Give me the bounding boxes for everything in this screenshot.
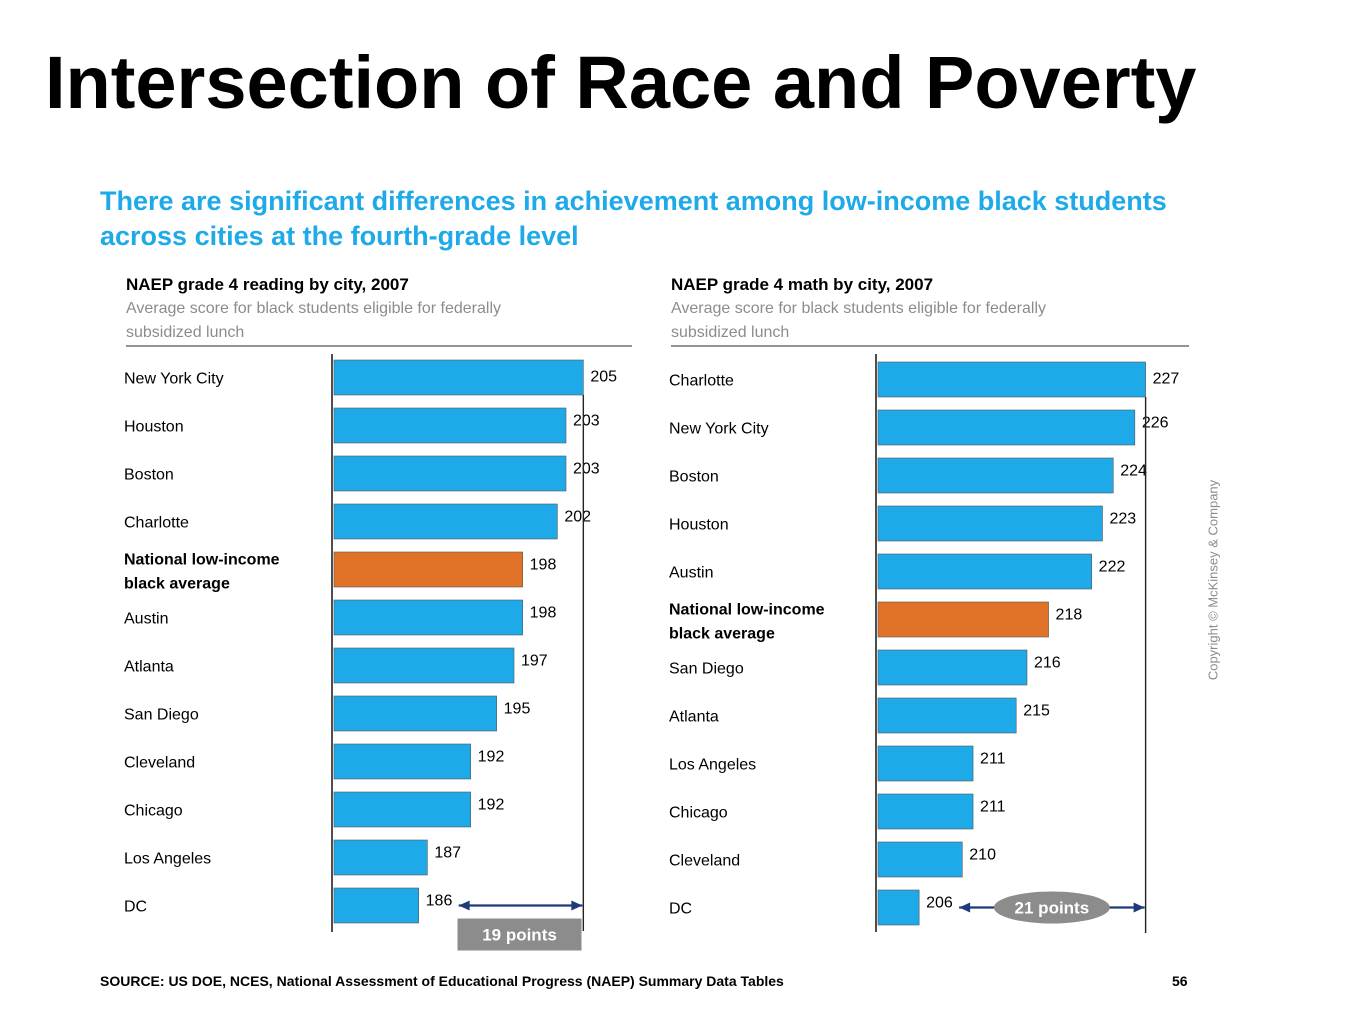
bar [877,697,1017,734]
value-label: 218 [1056,607,1083,624]
value-label: 198 [530,557,557,574]
chart-headline: There are significant differences in ach… [100,186,1167,251]
value-label: 198 [530,605,557,622]
value-label: 211 [980,751,1006,768]
gap-label-box [457,918,582,951]
category-label: National low-income [669,602,825,619]
reading-chart: NAEP grade 4 reading by city, 2007 Averag… [124,275,632,951]
value-label: 227 [1153,371,1180,388]
bar [333,695,497,732]
category-label: Austin [669,565,713,582]
value-label: 222 [1099,559,1126,576]
category-label: National low-income [124,552,280,569]
value-label: 215 [1023,703,1050,720]
value-label: 197 [521,653,548,670]
bar [877,553,1092,590]
math-chart: NAEP grade 4 math by city, 2007 Average s… [669,275,1189,933]
bar [877,649,1028,686]
bar [333,599,523,636]
value-label: 223 [1109,511,1136,528]
category-label: San Diego [124,707,199,724]
bar [877,793,974,830]
category-label: Charlotte [124,515,189,532]
bar [333,359,584,396]
slide-title: Intersection of Race and Poverty [45,41,1197,124]
chart-title: NAEP grade 4 reading by city, 2007 [126,275,409,294]
bar [877,457,1114,494]
category-label: Cleveland [124,755,195,772]
bar [333,839,428,876]
chart-subtitle: Average score for black students eligibl… [126,300,501,341]
category-label: Chicago [669,805,728,822]
value-label: 226 [1142,415,1169,432]
category-label: black average [124,576,230,593]
bar [877,505,1103,542]
category-label: Chicago [124,803,183,820]
category-label: Houston [669,517,729,534]
category-label: Cleveland [669,853,740,870]
value-label: 192 [478,749,505,766]
highlight-bar [333,551,523,588]
bar [333,743,471,780]
category-label: New York City [669,421,769,438]
category-label: Austin [124,611,168,628]
bar [877,841,963,878]
bar [877,361,1146,398]
category-label: San Diego [669,661,744,678]
category-label: Atlanta [124,659,174,676]
bar [333,407,567,444]
highlight-bar [877,601,1049,638]
gap-label: 19 points [482,926,557,945]
category-label: Houston [124,419,184,436]
value-label: 210 [969,847,996,864]
category-label: Boston [124,467,174,484]
value-label: 211 [980,799,1006,816]
bar [333,647,515,684]
gap-arrowhead-right [1133,902,1145,913]
value-label: 186 [426,893,453,910]
category-label: DC [669,901,692,918]
gap-arrowhead-right [571,900,583,911]
value-label: 205 [590,369,617,386]
gap-arrowhead-left [959,902,971,913]
copyright-notice: Copyright © McKinsey & Company [1205,479,1221,681]
value-label: 187 [434,845,461,862]
category-label: Los Angeles [669,757,756,774]
value-label: 192 [478,797,505,814]
category-label: black average [669,626,775,643]
value-label: 195 [504,701,531,718]
category-label: DC [124,899,147,916]
bar [877,745,974,782]
value-label: 202 [564,509,591,526]
value-label: 216 [1034,655,1061,672]
category-label: Atlanta [669,709,719,726]
category-label: Los Angeles [124,851,211,868]
gap-label-ellipse [993,891,1110,924]
value-label: 224 [1120,463,1147,480]
page-number: 56 [1172,973,1188,989]
value-label: 206 [926,895,953,912]
bar [877,409,1136,446]
gap-arrowhead-left [458,900,470,911]
bar [333,791,471,828]
bar [333,887,419,924]
chart-title: NAEP grade 4 math by city, 2007 [671,275,933,294]
value-label: 203 [573,461,600,478]
chart-subtitle: Average score for black students eligibl… [671,300,1046,341]
source-note: SOURCE: US DOE, NCES, National Assessmen… [100,973,784,989]
category-label: Boston [669,469,719,486]
gap-label: 21 points [1015,899,1090,918]
bar [877,889,920,926]
value-label: 203 [573,413,600,430]
bar [333,503,558,540]
category-label: New York City [124,371,224,388]
bar [333,455,567,492]
category-label: Charlotte [669,373,734,390]
